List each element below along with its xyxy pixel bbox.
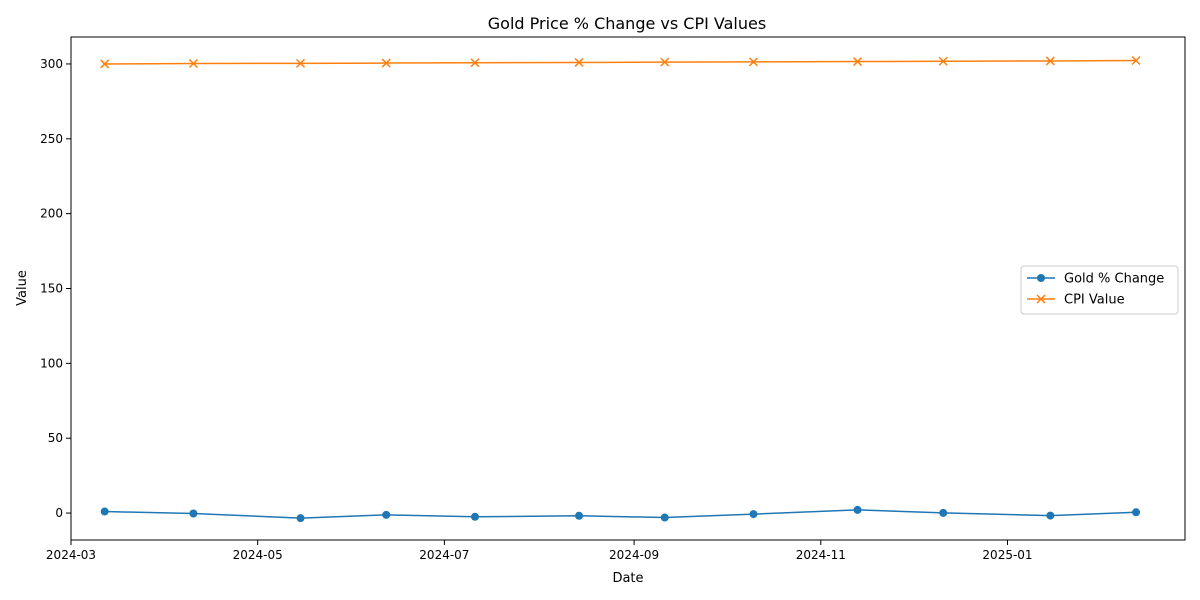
x-tick-label: 2024-11 xyxy=(796,548,846,562)
legend-marker xyxy=(1037,274,1045,282)
y-axis: 0 50 100 150 200 250 300 xyxy=(40,57,71,520)
data-point xyxy=(853,505,862,514)
data-point xyxy=(575,511,584,520)
legend-label: Gold % Change xyxy=(1064,272,1164,287)
data-point xyxy=(296,58,306,68)
legend-box xyxy=(1020,265,1179,315)
data-point xyxy=(1045,56,1055,66)
y-tick-label: 300 xyxy=(40,57,63,71)
data-point xyxy=(296,514,305,523)
series-line xyxy=(104,509,1137,519)
series-1 xyxy=(100,55,1141,69)
plot-area xyxy=(70,36,1186,541)
y-tick-label: 250 xyxy=(40,132,63,146)
data-point xyxy=(189,509,198,518)
data-point xyxy=(1046,511,1055,520)
data-point xyxy=(100,59,110,69)
data-point xyxy=(938,56,948,66)
data-point xyxy=(1132,508,1141,517)
data-point xyxy=(749,510,758,519)
series-layer xyxy=(100,55,1141,523)
y-tick-label: 0 xyxy=(55,506,63,520)
legend-label: CPI Value xyxy=(1064,293,1125,308)
data-point xyxy=(939,508,948,517)
series-0 xyxy=(100,505,1141,523)
y-tick-label: 200 xyxy=(40,207,63,221)
series-line xyxy=(104,59,1137,65)
data-point xyxy=(470,512,479,521)
data-point xyxy=(382,510,391,519)
x-axis-label: Date xyxy=(612,571,643,586)
data-point xyxy=(188,58,198,69)
y-tick-label: 150 xyxy=(40,282,63,296)
x-axis: 2024-03 2024-05 2024-07 2024-09 2024-11 2025-… xyxy=(46,540,1033,562)
chart-title: Gold Price % Change vs CPI Values xyxy=(488,14,766,33)
y-axis-label: Value xyxy=(15,270,30,306)
data-point xyxy=(100,507,109,516)
x-tick-label: 2024-03 xyxy=(46,548,96,562)
legend-item: Gold % Change xyxy=(1027,272,1164,287)
data-point xyxy=(853,57,863,67)
data-point xyxy=(470,58,480,68)
x-tick-label: 2024-09 xyxy=(609,548,659,562)
legend-item: CPI Value xyxy=(1027,293,1125,308)
data-point xyxy=(660,57,670,67)
data-point xyxy=(1131,55,1141,66)
y-tick-label: 50 xyxy=(48,431,63,445)
x-tick-label: 2025-01 xyxy=(982,548,1032,562)
data-point xyxy=(660,513,669,522)
y-tick-label: 100 xyxy=(40,356,63,370)
legend: Gold % Change CPI Value xyxy=(1020,265,1179,315)
x-tick-label: 2024-05 xyxy=(233,548,283,562)
legend-marker xyxy=(1036,294,1046,304)
data-point xyxy=(381,58,391,68)
data-point xyxy=(748,57,759,67)
x-tick-label: 2024-07 xyxy=(419,548,469,562)
data-point xyxy=(574,57,584,67)
